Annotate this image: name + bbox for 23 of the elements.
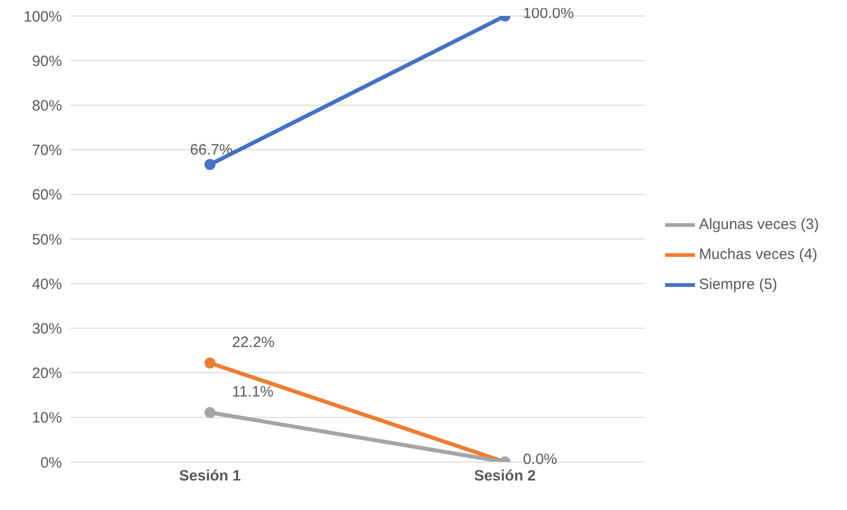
point (204, 357, 216, 368)
point (204, 406, 216, 418)
legend-label: Muchas veces (4) (698, 246, 818, 264)
data-label: 11.1% (232, 383, 274, 400)
data-label: 22.2% (232, 334, 275, 351)
y-tick-label: 40% (32, 276, 62, 293)
y-tick-label: 10% (32, 410, 62, 427)
y-tick-label: 0% (40, 454, 62, 472)
x-tick-label: Sesión 1 (179, 468, 241, 485)
data-label: 66.7% (190, 141, 233, 158)
y-tick-label: 50% (32, 231, 62, 248)
y-tick-label: 60% (32, 186, 62, 204)
data-label: 0.0% (522, 450, 558, 468)
y-tick-label: 90% (32, 52, 62, 70)
y-tick-label: 30% (32, 320, 62, 338)
x-tick-label: Sesión 2 (474, 468, 536, 485)
y-tick-label: 100% (24, 8, 62, 26)
legend-label: Algunas veces (3) (698, 216, 819, 234)
y-tick-label: 20% (32, 365, 62, 382)
point (204, 159, 216, 170)
y-tick-label: 80% (32, 98, 62, 115)
y-tick-label: 70% (32, 142, 62, 160)
legend-label: Siempre (5) (698, 276, 778, 294)
